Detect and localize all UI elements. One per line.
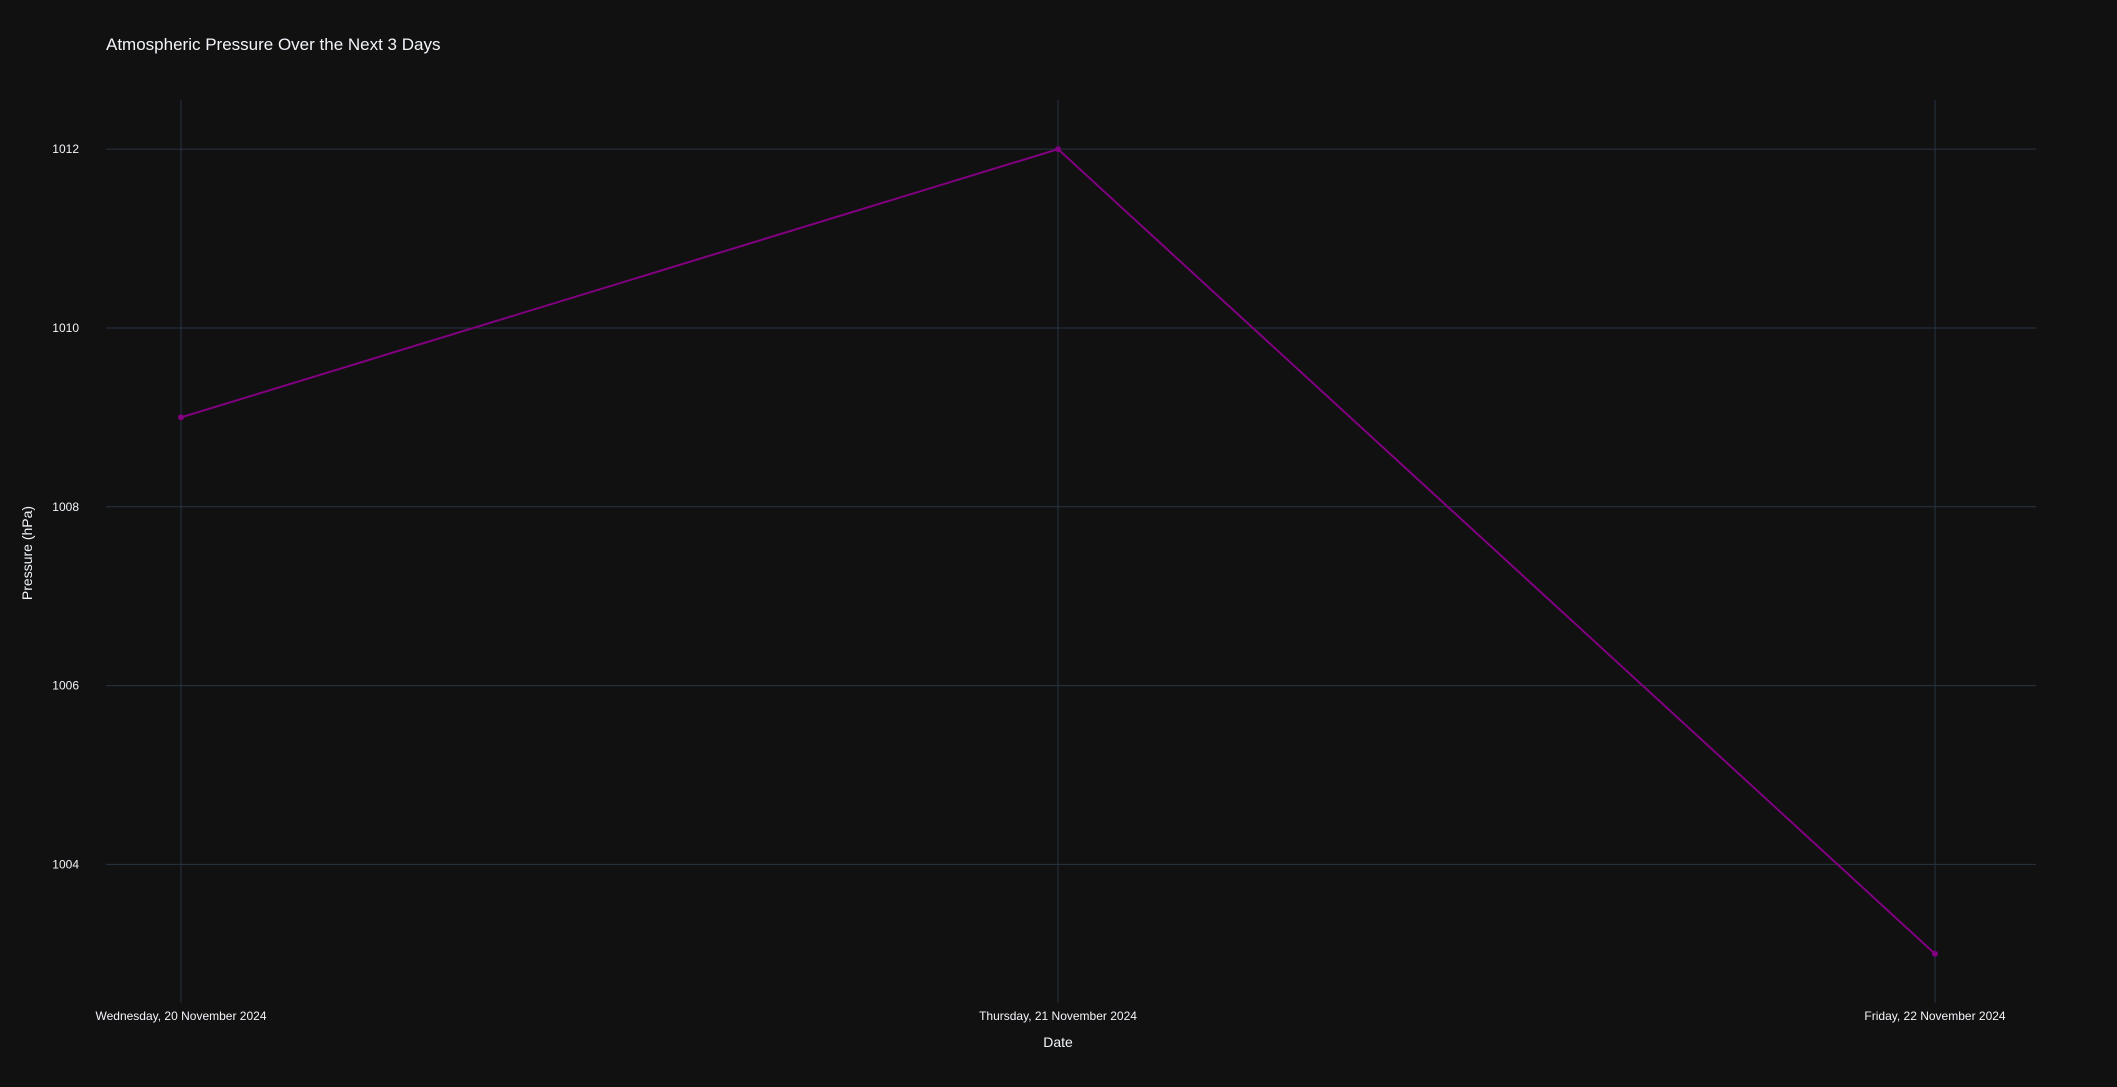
series-layer — [178, 146, 1938, 957]
y-axis-title: Pressure (hPa) — [19, 506, 35, 600]
x-tick-label: Friday, 22 November 2024 — [1864, 1009, 2006, 1023]
data-point[interactable] — [1932, 950, 1938, 957]
data-point[interactable] — [1055, 146, 1061, 153]
x-tick-label: Thursday, 21 November 2024 — [979, 1009, 1137, 1023]
chart-title: Atmospheric Pressure Over the Next 3 Day… — [106, 35, 440, 54]
tick-labels: 1004 1006 1008 1010 1012 Wednesday, 20 Novemb… — [52, 142, 2006, 1023]
y-tick-label: 1010 — [52, 321, 79, 335]
y-tick-label: 1008 — [52, 500, 79, 514]
x-tick-label: Wednesday, 20 November 2024 — [96, 1009, 267, 1023]
data-point[interactable] — [178, 414, 184, 421]
y-tick-label: 1006 — [52, 679, 79, 693]
x-axis-title: Date — [1043, 1034, 1073, 1050]
y-tick-label: 1012 — [52, 142, 79, 156]
y-tick-label: 1004 — [52, 857, 79, 871]
grid-lines — [106, 100, 2036, 1003]
